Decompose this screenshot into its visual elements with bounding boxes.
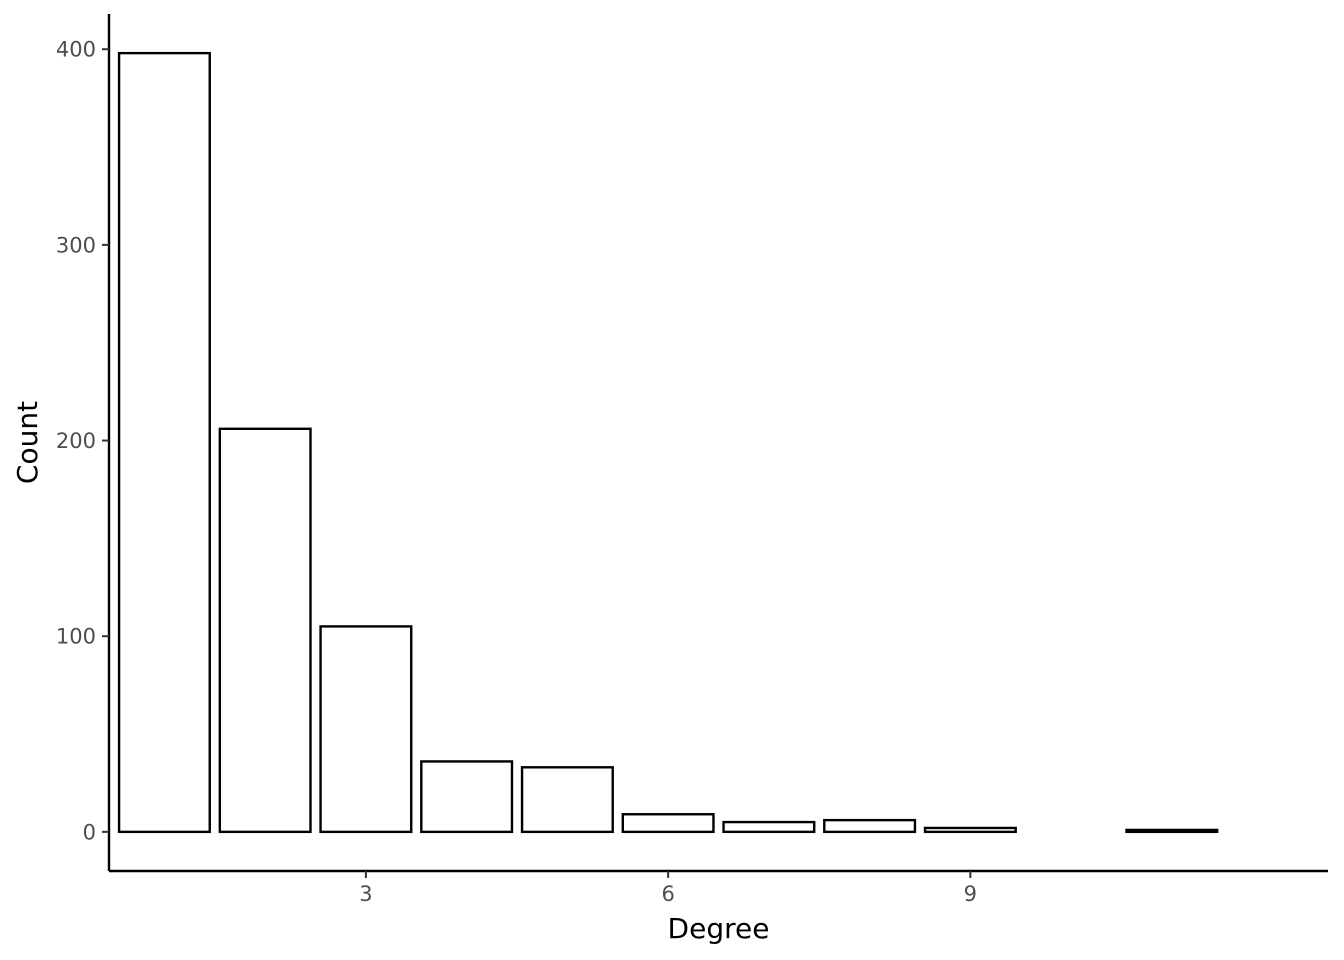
bar-degree-8 <box>823 818 917 834</box>
x-axis-title: Degree <box>668 912 770 945</box>
x-tick-label: 3 <box>359 882 372 906</box>
bars-group <box>117 51 1219 834</box>
bar-degree-6 <box>621 813 715 834</box>
bar-degree-1 <box>117 51 211 834</box>
bar-degree-4 <box>420 760 514 834</box>
bar-degree-2 <box>218 427 312 834</box>
x-tick-label: 6 <box>661 882 674 906</box>
bar-degree-3 <box>319 625 413 834</box>
bar-degree-9 <box>923 826 1017 834</box>
bar-degree-7 <box>722 820 816 834</box>
y-tick-label: 100 <box>56 625 96 649</box>
y-axis: 0 100 200 300 400 <box>56 14 111 871</box>
x-tick-label: 9 <box>964 882 977 906</box>
x-axis: 3 6 9 <box>109 869 1328 906</box>
y-tick-label: 400 <box>56 38 96 62</box>
y-tick-label: 200 <box>56 429 96 453</box>
y-tick-label: 0 <box>83 820 96 844</box>
y-axis-title: Count <box>11 401 44 484</box>
bar-degree-11 <box>1125 828 1219 834</box>
bar-degree-5 <box>520 766 614 834</box>
y-tick-label: 300 <box>56 233 96 257</box>
